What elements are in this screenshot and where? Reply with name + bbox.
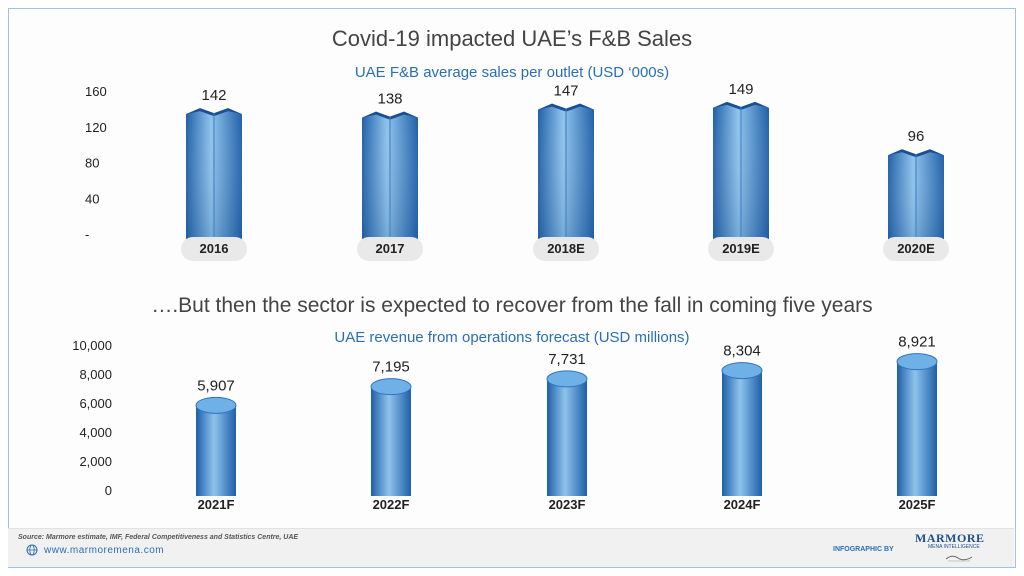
y-tick-label: -: [85, 227, 89, 242]
data-label: 96: [908, 128, 925, 145]
source-note: Source: Marmore estimate, IMF, Federal C…: [18, 534, 299, 541]
bar-cap: [362, 111, 418, 120]
footer-bar: [8, 528, 1014, 567]
data-label: 149: [728, 81, 753, 98]
data-label: 5,907: [197, 377, 235, 394]
headline-recovery: ….But then the sector is expected to rec…: [151, 294, 873, 317]
y-tick-label: 6,000: [79, 396, 112, 411]
data-label: 138: [377, 91, 402, 108]
category-label: 2019E: [722, 241, 760, 256]
infographic-by-label: INFOGRAPHIC BY: [833, 546, 894, 553]
category-pill: [357, 237, 423, 261]
bar-cap: [370, 378, 412, 396]
y-tick-label: 120: [85, 120, 107, 135]
bar: [547, 378, 587, 496]
y-tick-label: 160: [85, 84, 107, 99]
y-tick-label: 0: [105, 483, 112, 498]
bar: [371, 386, 411, 496]
category-label: 2020E: [897, 241, 935, 256]
bar: [722, 370, 762, 496]
brand-tagline: MENA INTELLIGENCE: [928, 544, 980, 550]
bar-cap: [186, 108, 242, 117]
y-tick-label: 4,000: [79, 425, 112, 440]
website-link[interactable]: www.marmoremena.com: [44, 545, 165, 556]
infographic-frame: [8, 8, 1016, 568]
bar: [196, 405, 236, 496]
bar-cap: [896, 353, 938, 371]
data-label: 142: [201, 87, 226, 104]
y-tick-label: 80: [85, 156, 99, 171]
data-label: 7,195: [372, 359, 410, 376]
category-label: 2016: [200, 241, 229, 256]
brand-logo: MARMORE: [915, 531, 985, 545]
y-tick-label: 10,000: [72, 338, 112, 353]
bar-cap: [546, 370, 588, 388]
main-title: Covid-19 impacted UAE’s F&B Sales: [331, 26, 693, 51]
bar: [897, 361, 937, 496]
category-pill: [181, 237, 247, 261]
bar-cap: [721, 362, 763, 380]
category-label: 2017: [376, 241, 405, 256]
bar-cap: [538, 103, 594, 112]
y-tick-label: 8,000: [79, 367, 112, 382]
data-label: 7,731: [548, 351, 586, 368]
bar-cap: [713, 101, 769, 110]
globe-icon: [26, 544, 38, 556]
category-label: 2021F: [198, 497, 235, 512]
category-label: 2018E: [547, 241, 585, 256]
y-tick-label: 2,000: [79, 454, 112, 469]
category-label: 2024F: [724, 497, 761, 512]
category-label: 2022F: [373, 497, 410, 512]
y-tick-label: 40: [85, 191, 99, 206]
chart2-title: UAE revenue from operations forecast (US…: [334, 329, 690, 346]
category-pill: [883, 237, 949, 261]
bar-cap: [888, 149, 944, 158]
data-label: 8,304: [723, 343, 761, 360]
category-pill: [708, 237, 774, 261]
chart1-title: UAE F&B average sales per outlet (USD ‘0…: [354, 64, 670, 81]
category-pill: [533, 237, 599, 261]
category-label: 2025F: [899, 497, 936, 512]
data-label: 8,921: [898, 334, 936, 351]
bar-cap: [195, 396, 237, 414]
category-label: 2023F: [549, 497, 586, 512]
partner-logo-icon: [945, 555, 973, 562]
data-label: 147: [553, 83, 578, 100]
